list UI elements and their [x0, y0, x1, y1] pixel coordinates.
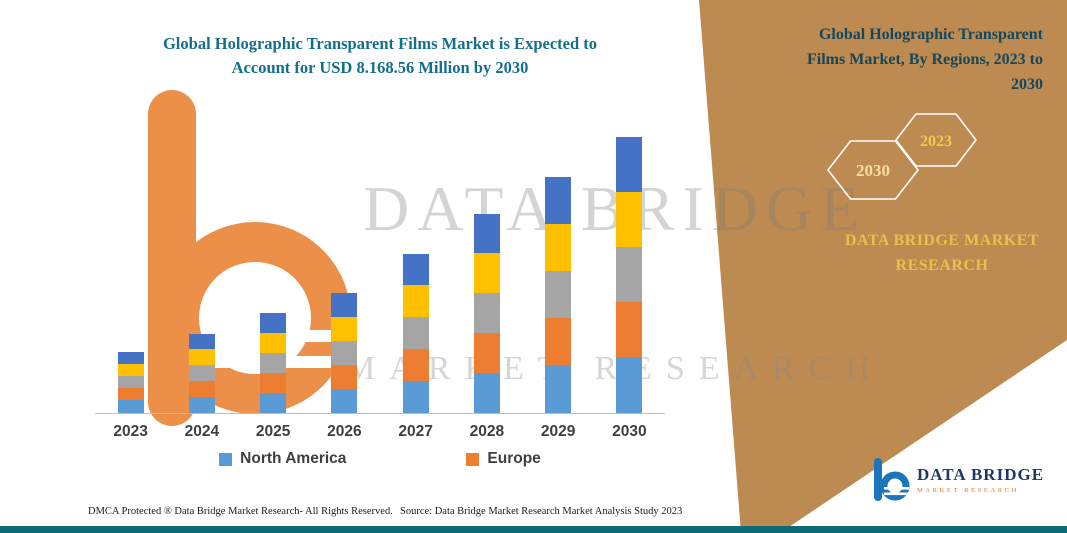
bar-slot	[238, 118, 309, 413]
bar-segment	[260, 393, 287, 413]
bar-slot	[95, 118, 166, 413]
bar-slot	[380, 118, 451, 413]
stacked-bar-2023	[117, 352, 144, 413]
stacked-bar-2025	[260, 313, 287, 413]
panel-brand-line1: DATA BRIDGE MARKET	[844, 232, 1040, 249]
right-heading-line2: Films Market, By Regions, 2023 to	[807, 51, 1043, 68]
chart-title: Global Holographic Transparent Films Mar…	[95, 32, 665, 80]
bar-segment	[473, 333, 500, 373]
bar-segment	[402, 381, 429, 413]
bar-segment	[402, 317, 429, 349]
bar-segment	[117, 376, 144, 388]
bar-segment	[188, 381, 215, 397]
bar-segment	[188, 349, 215, 365]
bar-segment	[331, 341, 358, 365]
bar-plot	[95, 118, 665, 414]
data-bridge-b-watermark-icon	[148, 90, 353, 426]
bar-segment	[616, 192, 643, 247]
bar-segment	[331, 365, 358, 389]
bar-segment	[260, 313, 287, 333]
stacked-bar-2028	[473, 214, 500, 413]
hexagon-2023-label: 2023	[920, 133, 952, 150]
panel-brand-text: DATA BRIDGE MARKET RESEARCH	[836, 228, 1048, 278]
bar-segment	[260, 373, 287, 393]
bar-segment	[117, 352, 144, 364]
bar-segment	[331, 389, 358, 413]
bar-segment	[616, 137, 643, 192]
hexagon-2030	[826, 140, 920, 200]
bar-segment	[402, 254, 429, 285]
right-heading-line3: 2030	[1011, 76, 1043, 93]
right-panel-heading: Global Holographic Transparent Films Mar…	[765, 22, 1043, 97]
data-bridge-b-icon	[874, 458, 910, 501]
bar-slot	[309, 118, 380, 413]
bar-segment	[616, 357, 643, 413]
panel-brand-line2: RESEARCH	[895, 257, 989, 274]
x-axis-label: 2027	[398, 423, 433, 440]
bar-slot	[166, 118, 237, 413]
bar-segment	[473, 253, 500, 293]
legend-label: Europe	[487, 450, 541, 467]
bar-segment	[545, 177, 572, 224]
legend-label: North America	[240, 450, 347, 467]
chart-title-line1: Global Holographic Transparent Films Mar…	[162, 34, 598, 53]
bar-segment	[117, 400, 144, 413]
dmca-notice: DMCA Protected ® Data Bridge Market Rese…	[88, 506, 393, 517]
bar-segment	[545, 224, 572, 271]
source-note: Source: Data Bridge Market Research Mark…	[400, 506, 683, 517]
bar-slot	[451, 118, 522, 413]
watermark-databridge: DATA BRIDGE	[363, 173, 868, 244]
chart-title-line2: Account for USD 8.168.56 Million by 2030	[231, 58, 529, 77]
legend-item: North America	[219, 450, 346, 468]
x-axis-label: 2025	[255, 423, 291, 440]
hexagon-2023	[894, 113, 978, 167]
year-hexagons: 2030 2023	[826, 113, 978, 200]
x-axis-label: 2023	[113, 423, 148, 440]
x-axis-label: 2029	[540, 423, 576, 440]
stacked-bar-2030	[616, 137, 643, 413]
bar-segment	[616, 247, 643, 302]
watermark-marketresearch: MARKET RESEARCH	[345, 350, 885, 387]
x-axis-label: 2028	[469, 423, 505, 440]
right-heading-line1: Global Holographic Transparent	[818, 26, 1043, 43]
bar-segment	[188, 397, 215, 413]
footer-strip	[0, 526, 1067, 533]
x-axis-label: 2030	[612, 423, 647, 440]
legend-swatch	[219, 452, 233, 466]
bar-slot	[594, 118, 665, 413]
bar-segment	[260, 353, 287, 373]
bar-segment	[545, 365, 572, 413]
bar-segment	[117, 364, 144, 376]
bar-segment	[473, 214, 500, 253]
stacked-bar-2026	[331, 293, 358, 413]
x-axis-label: 2024	[184, 423, 220, 440]
bar-segment	[473, 373, 500, 413]
logo-subtitle: MARKET RESEARCH	[917, 486, 1019, 494]
x-axis-label: 2026	[327, 423, 362, 440]
stacked-bar-2024	[188, 334, 215, 413]
bar-segment	[402, 285, 429, 317]
logo-title: DATA BRIDGE	[917, 464, 1045, 484]
bar-segment	[473, 293, 500, 333]
bar-segment	[260, 333, 287, 353]
x-axis-labels: 2023 2024 2025 2026 2027 2028 2029 2030	[95, 423, 665, 441]
hexagon-2030-label: 2030	[856, 161, 890, 180]
bar-segment	[331, 317, 358, 341]
chart-legend: North America Europe	[95, 450, 665, 468]
bar-segment	[545, 318, 572, 365]
bar-segment	[402, 349, 429, 381]
bar-segment	[545, 271, 572, 318]
stacked-bar-2027	[402, 254, 429, 413]
data-bridge-logo: DATA BRIDGE MARKET RESEARCH	[872, 455, 1044, 503]
bar-segment	[188, 365, 215, 381]
stacked-bar-2029	[545, 177, 572, 413]
bar-segment	[117, 388, 144, 400]
bar-segment	[616, 302, 643, 357]
bar-slot	[523, 118, 594, 413]
legend-swatch	[466, 452, 480, 466]
bar-segment	[188, 334, 215, 349]
legend-item: Europe	[466, 450, 541, 468]
bar-segment	[331, 293, 358, 317]
